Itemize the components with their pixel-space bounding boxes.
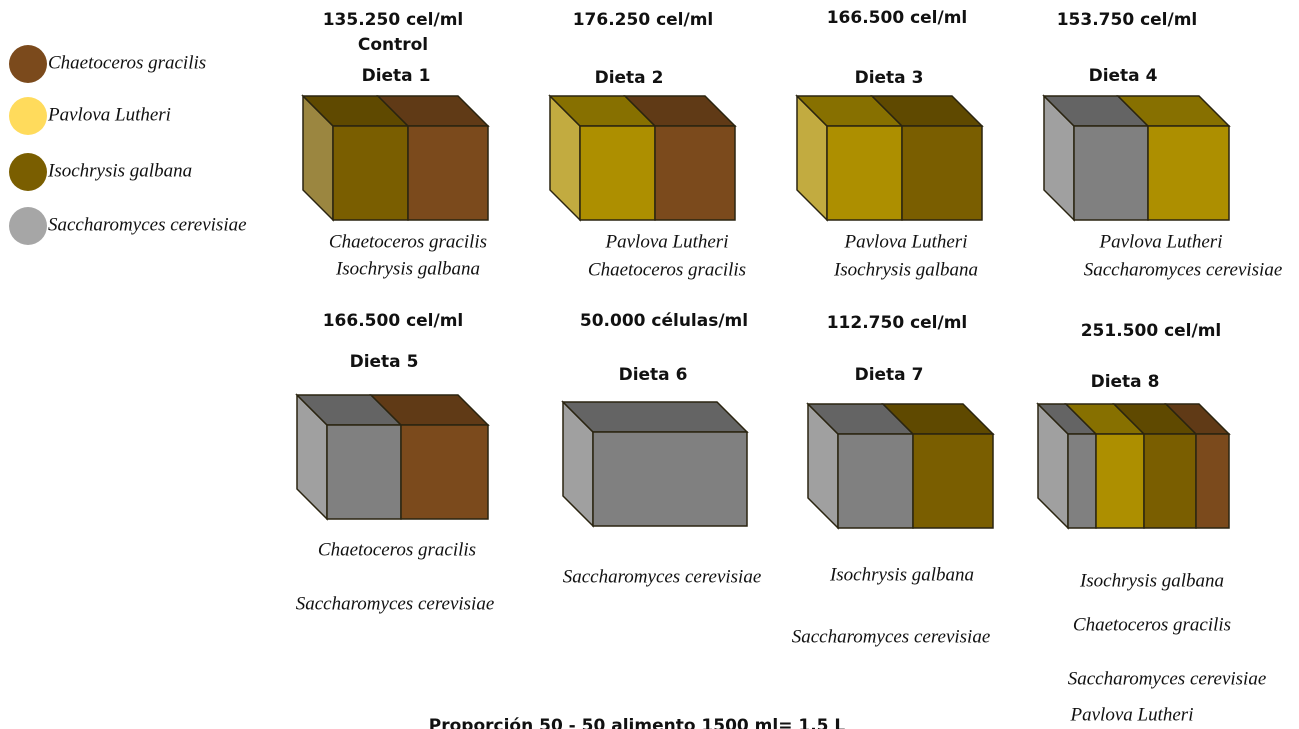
diet-species: Isochrysis galbana bbox=[1079, 570, 1224, 591]
diet-species: Chaetoceros gracilis bbox=[1073, 614, 1231, 635]
diet-species: Isochrysis galbana bbox=[335, 258, 480, 279]
diet-title: Dieta 2 bbox=[595, 68, 664, 88]
box-segment bbox=[592, 431, 748, 527]
diet-concentration: 166.500 cel/ml bbox=[323, 311, 464, 331]
diet-species: Saccharomyces cerevisiae bbox=[1068, 668, 1267, 689]
box-top bbox=[561, 401, 749, 433]
legend-swatch bbox=[9, 45, 47, 83]
box-segment bbox=[912, 433, 994, 529]
box-segment bbox=[579, 125, 656, 221]
diet-species: Saccharomyces cerevisiae bbox=[792, 626, 991, 647]
box-segment bbox=[326, 424, 402, 520]
diet-species: Isochrysis galbana bbox=[833, 259, 978, 280]
box-segment bbox=[1143, 433, 1197, 529]
box-segment bbox=[837, 433, 914, 529]
diet-title: Dieta 6 bbox=[619, 365, 688, 385]
diet-species: Pavlova Lutheri bbox=[1099, 231, 1223, 252]
box-segment bbox=[1073, 125, 1149, 221]
diet-title: Dieta 5 bbox=[350, 352, 419, 372]
diet-title: Dieta 3 bbox=[855, 68, 924, 88]
box-segment bbox=[1095, 433, 1145, 529]
footer: Proporción 50 - 50 alimento 1500 ml= 1.5… bbox=[429, 716, 846, 729]
diet-species: Saccharomyces cerevisiae bbox=[563, 566, 762, 587]
legend-label: Saccharomyces cerevisiae bbox=[48, 214, 247, 235]
diet-concentration: 50.000 células/ml bbox=[580, 311, 748, 331]
legend-swatch bbox=[9, 207, 47, 245]
box-segment bbox=[1147, 125, 1230, 221]
legend-label: Chaetoceros gracilis bbox=[48, 52, 206, 73]
diet-concentration: 135.250 cel/ml bbox=[323, 10, 464, 30]
diet-note: Control bbox=[358, 35, 428, 55]
box-segment bbox=[1195, 433, 1230, 529]
box-segment bbox=[901, 125, 983, 221]
diet-species: Chaetoceros gracilis bbox=[588, 259, 746, 280]
diet-species: Saccharomyces cerevisiae bbox=[296, 593, 495, 614]
diet-species: Pavlova Lutheri bbox=[844, 231, 968, 252]
diet-title: Dieta 4 bbox=[1089, 66, 1158, 86]
diet-concentration: 166.500 cel/ml bbox=[827, 8, 968, 28]
legend-label: Pavlova Lutheri bbox=[47, 104, 171, 125]
box-segment bbox=[332, 125, 409, 221]
diet-title: Dieta 7 bbox=[855, 365, 924, 385]
box-segment bbox=[400, 424, 489, 520]
box-segment bbox=[407, 125, 489, 221]
box-segment bbox=[826, 125, 903, 221]
diet-concentration: 112.750 cel/ml bbox=[827, 313, 968, 333]
box-segment bbox=[1067, 433, 1097, 529]
diet-species: Pavlova Lutheri bbox=[605, 231, 729, 252]
legend-label: Isochrysis galbana bbox=[47, 160, 192, 181]
diet-concentration: 153.750 cel/ml bbox=[1057, 10, 1198, 30]
diet-species: Saccharomyces cerevisiae bbox=[1084, 259, 1283, 280]
diet-concentration: 251.500 cel/ml bbox=[1081, 321, 1222, 341]
diet-species: Chaetoceros gracilis bbox=[318, 539, 476, 560]
diet-concentration: 176.250 cel/ml bbox=[573, 10, 714, 30]
legend-swatch bbox=[9, 153, 47, 191]
diet-title: Dieta 1 bbox=[362, 66, 431, 86]
legend-swatch bbox=[9, 97, 47, 135]
diet-title: Dieta 8 bbox=[1091, 372, 1160, 392]
box-segment bbox=[654, 125, 736, 221]
diet-species: Isochrysis galbana bbox=[829, 564, 974, 585]
diet-species: Pavlova Lutheri bbox=[1070, 704, 1194, 725]
diet-species: Chaetoceros gracilis bbox=[329, 231, 487, 252]
